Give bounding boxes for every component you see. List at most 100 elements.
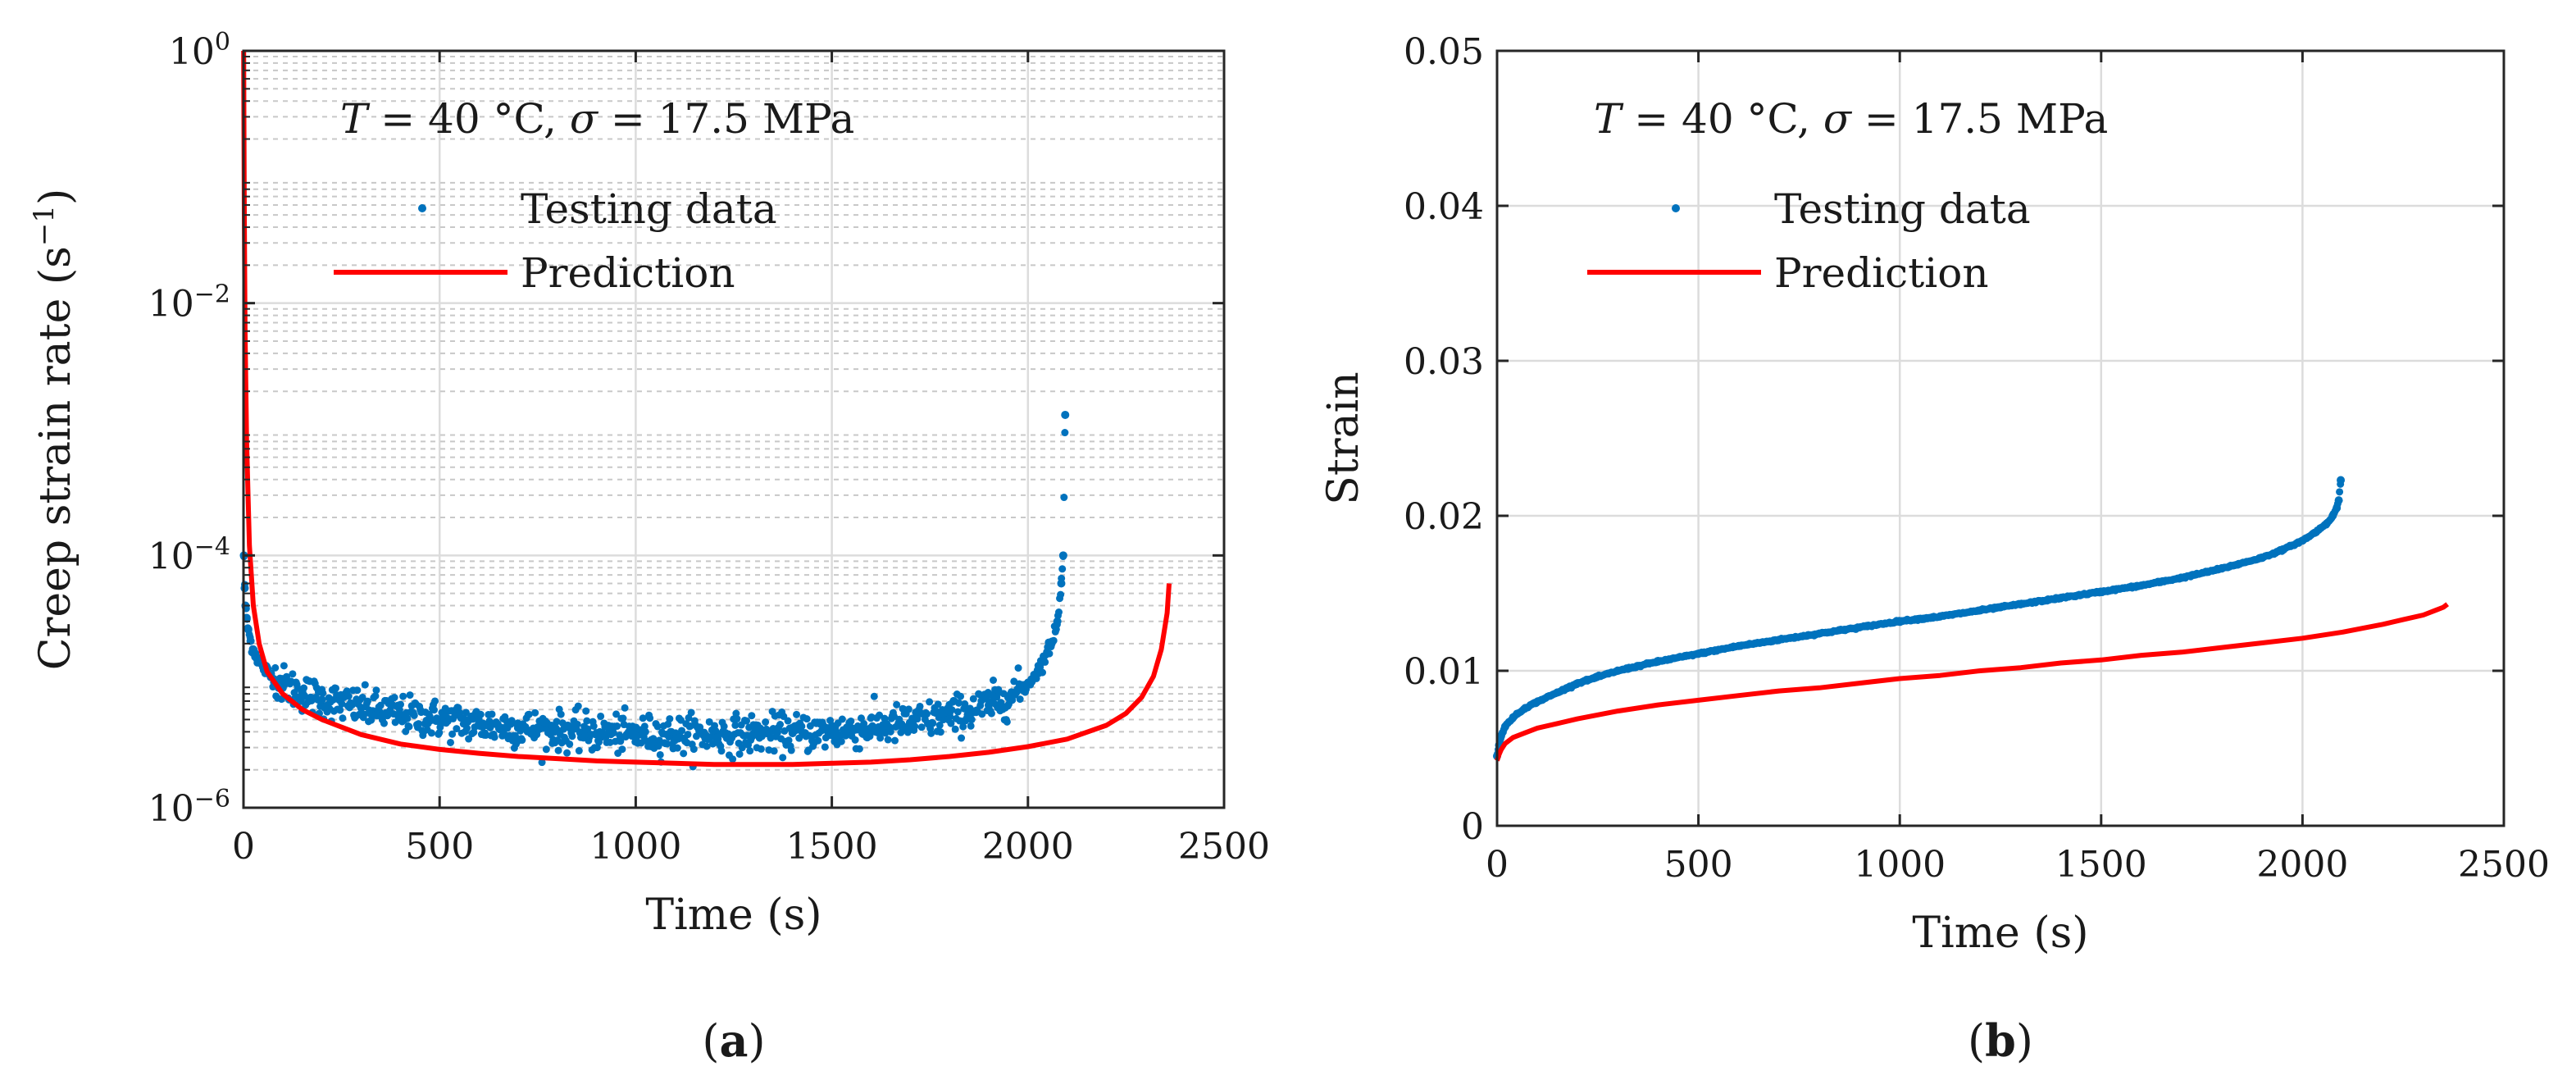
panel-a-data-point-fill-443	[618, 745, 626, 754]
panel-a-data-point-fill-467	[639, 714, 647, 722]
panel-a-data-point-fill-759	[891, 736, 899, 745]
panel-a-data-point-fill-194	[403, 714, 412, 722]
panel-a-data-point-fill-470	[641, 727, 649, 736]
panel-a-data-point-fill-571	[729, 755, 737, 763]
panel-b-ytick-label-0: 0	[1461, 806, 1484, 848]
panel-a-data-point-fill-541	[703, 742, 711, 750]
panel-a-data-point-fill-751	[884, 736, 892, 744]
panel-a-data-point-fill-130	[348, 701, 357, 709]
panel-a-data-point-fill-75	[301, 692, 309, 700]
panel-a-data-point-fill-576	[733, 715, 741, 723]
panel-a-data-point-fill-74	[300, 684, 308, 692]
panel-a-data-point-fill-803	[929, 719, 937, 727]
panel-a-data-point-fill-951	[1057, 590, 1065, 599]
panel-a-data-point-fill-848	[967, 716, 976, 724]
panel-b-xtick-label-1: 500	[1664, 844, 1733, 886]
panel-b-annotation-sigma-value: = 17.5 MPa	[1851, 95, 2108, 143]
panel-b-ticks: 0 500 1000 1500 2000 2500 0 0.01 0.02 0.03 0.04 0.0…	[1404, 31, 2550, 886]
panel-a-data-point-fill-342	[531, 709, 539, 717]
panel-b-xtick-label-4: 2000	[2256, 844, 2348, 886]
panel-b-xtick-label-3: 1500	[2055, 844, 2147, 886]
panel-a-ytick-exp-1: −4	[194, 532, 230, 561]
panel-b-legend-marker-testing	[1672, 204, 1680, 212]
panel-a-data-point-fill-698	[838, 715, 846, 723]
panel-a-ylabel: Creep strain rate (s−1)	[28, 189, 80, 671]
panel-a-data-point-fill-231	[435, 729, 444, 737]
panel-b-frame	[1495, 49, 2505, 827]
panel-b-legend-prediction: Prediction	[1774, 249, 1989, 297]
panel-a-data-point-fill-437	[613, 722, 621, 731]
panel-a-frame	[242, 49, 1226, 809]
panel-a-series	[239, 50, 1172, 771]
panel-a-data-point-fill-720	[857, 714, 865, 722]
panel-b-annotation-T: T	[1594, 95, 1624, 143]
panel-a-data-point-fill-838	[959, 722, 967, 731]
panel-b-series	[1493, 476, 2450, 762]
panel-a-data-point-fill-507	[673, 744, 681, 752]
panel-a-data-point-fill-636	[785, 736, 793, 745]
panel-a-annotation-sigma-value: = 17.5 MPa	[598, 95, 854, 143]
panel-a-data-point-fill-574	[731, 721, 740, 729]
panel-a-data-point-fill-61	[289, 670, 297, 678]
panel-a-data-point-fill-96	[319, 689, 327, 697]
panel-a-xlabel: Time (s)	[645, 891, 821, 940]
panel-a-data-point-fill-485	[654, 742, 662, 750]
panel-a-data-point-fill-546	[707, 733, 715, 741]
panel-a-data-point-fill-202	[410, 711, 418, 719]
panel-a-data-point-fill-142	[358, 693, 366, 701]
panel-a-data-point-fill-697	[837, 737, 845, 745]
panel-a-data-point-fill-196	[405, 722, 413, 731]
panel-a-data-point-fill-145	[361, 681, 369, 689]
panel-b-ytick-label-3: 0.03	[1404, 341, 1484, 383]
panel-a-data-point-fill-943	[1049, 636, 1058, 645]
panel-a-data-point-fill-873	[990, 676, 998, 684]
panel-a-data-point-fill-812	[936, 728, 944, 736]
panel-a-data-point-fill-487	[656, 750, 664, 759]
panel-a-data-point-fill-871	[987, 709, 995, 718]
panel-a-ytick-label-3: 100	[169, 28, 230, 74]
panel-a-data-point-fill-651	[798, 722, 806, 731]
panel-a-data-point-fill-829	[951, 725, 959, 733]
panel-a-data-point-fill-265	[465, 735, 473, 743]
panel-a-data-point-fill-385	[568, 732, 576, 740]
panel-a-data-point-fill-670	[814, 736, 822, 745]
panel-a-data-point-fill-836	[958, 734, 966, 742]
panel-b-legend-testing-data: Testing data	[1774, 185, 2031, 233]
panel-a-data-point-fill-279	[476, 710, 485, 718]
panel-a-data-point-fill-955	[1060, 494, 1068, 502]
panel-a-data-point-fill-938	[1045, 649, 1054, 658]
panel-a-data-point-fill-327	[518, 736, 526, 745]
panel-b-testing-data-markers	[1493, 476, 2346, 760]
panel-a-legend: Testing data Prediction	[334, 185, 777, 297]
panel-a-ytick-exp-2: −2	[194, 280, 230, 308]
panel-b-data-point-fill-956	[2337, 480, 2345, 488]
panel-a-data-point-37	[1061, 410, 1070, 419]
panel-a-data-point-fill-860	[978, 710, 986, 718]
panel-a-legend-prediction: Prediction	[521, 249, 735, 297]
panel-a-data-point-fill-372	[557, 710, 565, 718]
panel-a-data-point-fill-796	[922, 710, 931, 718]
panel-a-xtick-label-4: 2000	[982, 826, 1074, 868]
panel-a-data-point-fill-523	[687, 709, 695, 717]
panel-a-data-point-fill-436	[612, 710, 621, 718]
panel-a-data-point-fill-754	[886, 727, 894, 736]
panel-a-data-point-fill-785	[913, 715, 922, 723]
panel-a-data-point-fill-947	[1053, 620, 1061, 628]
panel-a-data-point-fill-246	[448, 730, 457, 738]
panel-a-data-point-fill-315	[507, 717, 516, 725]
panel-a-data-point-fill-811	[935, 721, 944, 729]
panel-a-data-point-fill-163	[376, 701, 385, 709]
panel-a-data-point-fill-619	[770, 747, 778, 755]
panel-a-ytick-base-3: 10	[169, 31, 215, 73]
panel-a-annotation-T: T	[340, 95, 371, 143]
panel-a-data-point-fill-295	[490, 733, 498, 741]
panel-a-data-point-fill-657	[803, 715, 811, 723]
panel-a-data-point-fill-186	[396, 700, 404, 709]
panel-a-data-point-fill-713	[851, 736, 859, 744]
panel-a-data-point-fill-350	[538, 759, 546, 767]
panel-a-data-point-fill-825	[948, 706, 956, 714]
panel-a-data-point-fill-639	[787, 746, 795, 754]
panel-a-xtick-label-3: 1500	[786, 826, 878, 868]
